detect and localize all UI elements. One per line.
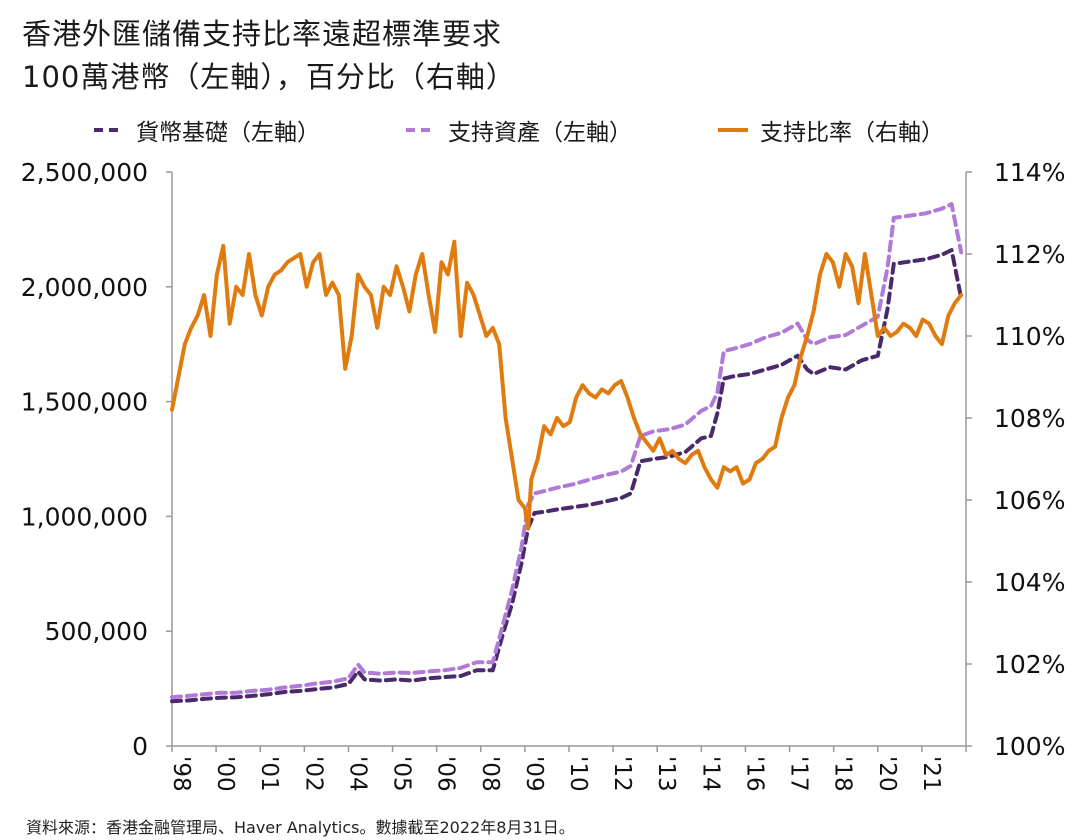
legend-swatch-backing-assets — [406, 128, 436, 132]
x-tick-label: '05 — [389, 756, 415, 792]
chart-subtitle: 100萬港幣（左軸），百分比（右軸） — [22, 60, 516, 94]
x-tick-label: '06 — [433, 756, 459, 792]
y-left-tick-label: 1,000,000 — [21, 502, 148, 531]
x-tick-label: '13 — [653, 756, 679, 792]
y-left-tick-label: 500,000 — [45, 617, 148, 646]
x-tick-label: '01 — [256, 756, 282, 792]
legend-item-backing-assets: 支持資產（左軸） — [404, 112, 632, 148]
y-right-tick-label: 100% — [994, 732, 1065, 761]
x-tick-label: '20 — [874, 756, 900, 792]
x-tick-label: '14 — [697, 756, 723, 792]
y-right-tick-label: 114% — [994, 158, 1065, 187]
legend-swatch-backing-ratio — [718, 128, 748, 132]
y-right-tick-label: 108% — [994, 404, 1065, 433]
source-note: 資料來源：香港金融管理局、Haver Analytics。數據截至2022年8月… — [26, 818, 575, 837]
series-backing-assets-line — [170, 202, 964, 700]
legend-swatch-monetary-base — [94, 128, 124, 132]
legend-item-monetary-base: 貨幣基礎（左軸） — [92, 112, 320, 148]
legend-label-backing-ratio: 支持比率（右軸） — [760, 120, 944, 146]
y-right-tick-label: 106% — [994, 486, 1065, 515]
x-tick-label: '16 — [741, 756, 767, 792]
y-left-tick-label: 2,000,000 — [21, 273, 148, 302]
x-tick-label: '12 — [609, 756, 635, 792]
x-tick-label: '98 — [168, 756, 194, 792]
x-tick-label: '18 — [830, 756, 856, 792]
series-monetary-base-line — [170, 248, 964, 704]
y-right-tick-label: 102% — [994, 650, 1065, 679]
series-backing-ratio-line — [170, 239, 964, 531]
y-right-tick-label: 112% — [994, 240, 1065, 269]
x-tick-label: '10 — [565, 756, 591, 792]
y-left-tick-label: 0 — [132, 732, 148, 761]
x-tick-label: '21 — [918, 756, 944, 792]
y-right-tick-label: 110% — [994, 322, 1065, 351]
legend-label-monetary-base: 貨幣基礎（左軸） — [136, 120, 320, 146]
y-left-tick-label: 1,500,000 — [21, 388, 148, 417]
x-tick-label: '17 — [786, 756, 812, 792]
y-right-tick-label: 104% — [994, 568, 1065, 597]
x-tick-label: '04 — [344, 756, 370, 792]
chart-title: 香港外匯儲備支持比率遠超標準要求 — [22, 17, 503, 51]
x-tick-label: '09 — [521, 756, 547, 792]
x-tick-label: '00 — [212, 756, 238, 792]
x-tick-label: '08 — [477, 756, 503, 792]
legend: 貨幣基礎（左軸） 支持資產（左軸） 支持比率（右軸） — [0, 112, 1080, 148]
legend-label-backing-assets: 支持資產（左軸） — [448, 120, 632, 146]
legend-item-backing-ratio: 支持比率（右軸） — [716, 112, 944, 148]
y-left-tick-label: 2,500,000 — [21, 158, 148, 187]
x-tick-label: '02 — [300, 756, 326, 792]
